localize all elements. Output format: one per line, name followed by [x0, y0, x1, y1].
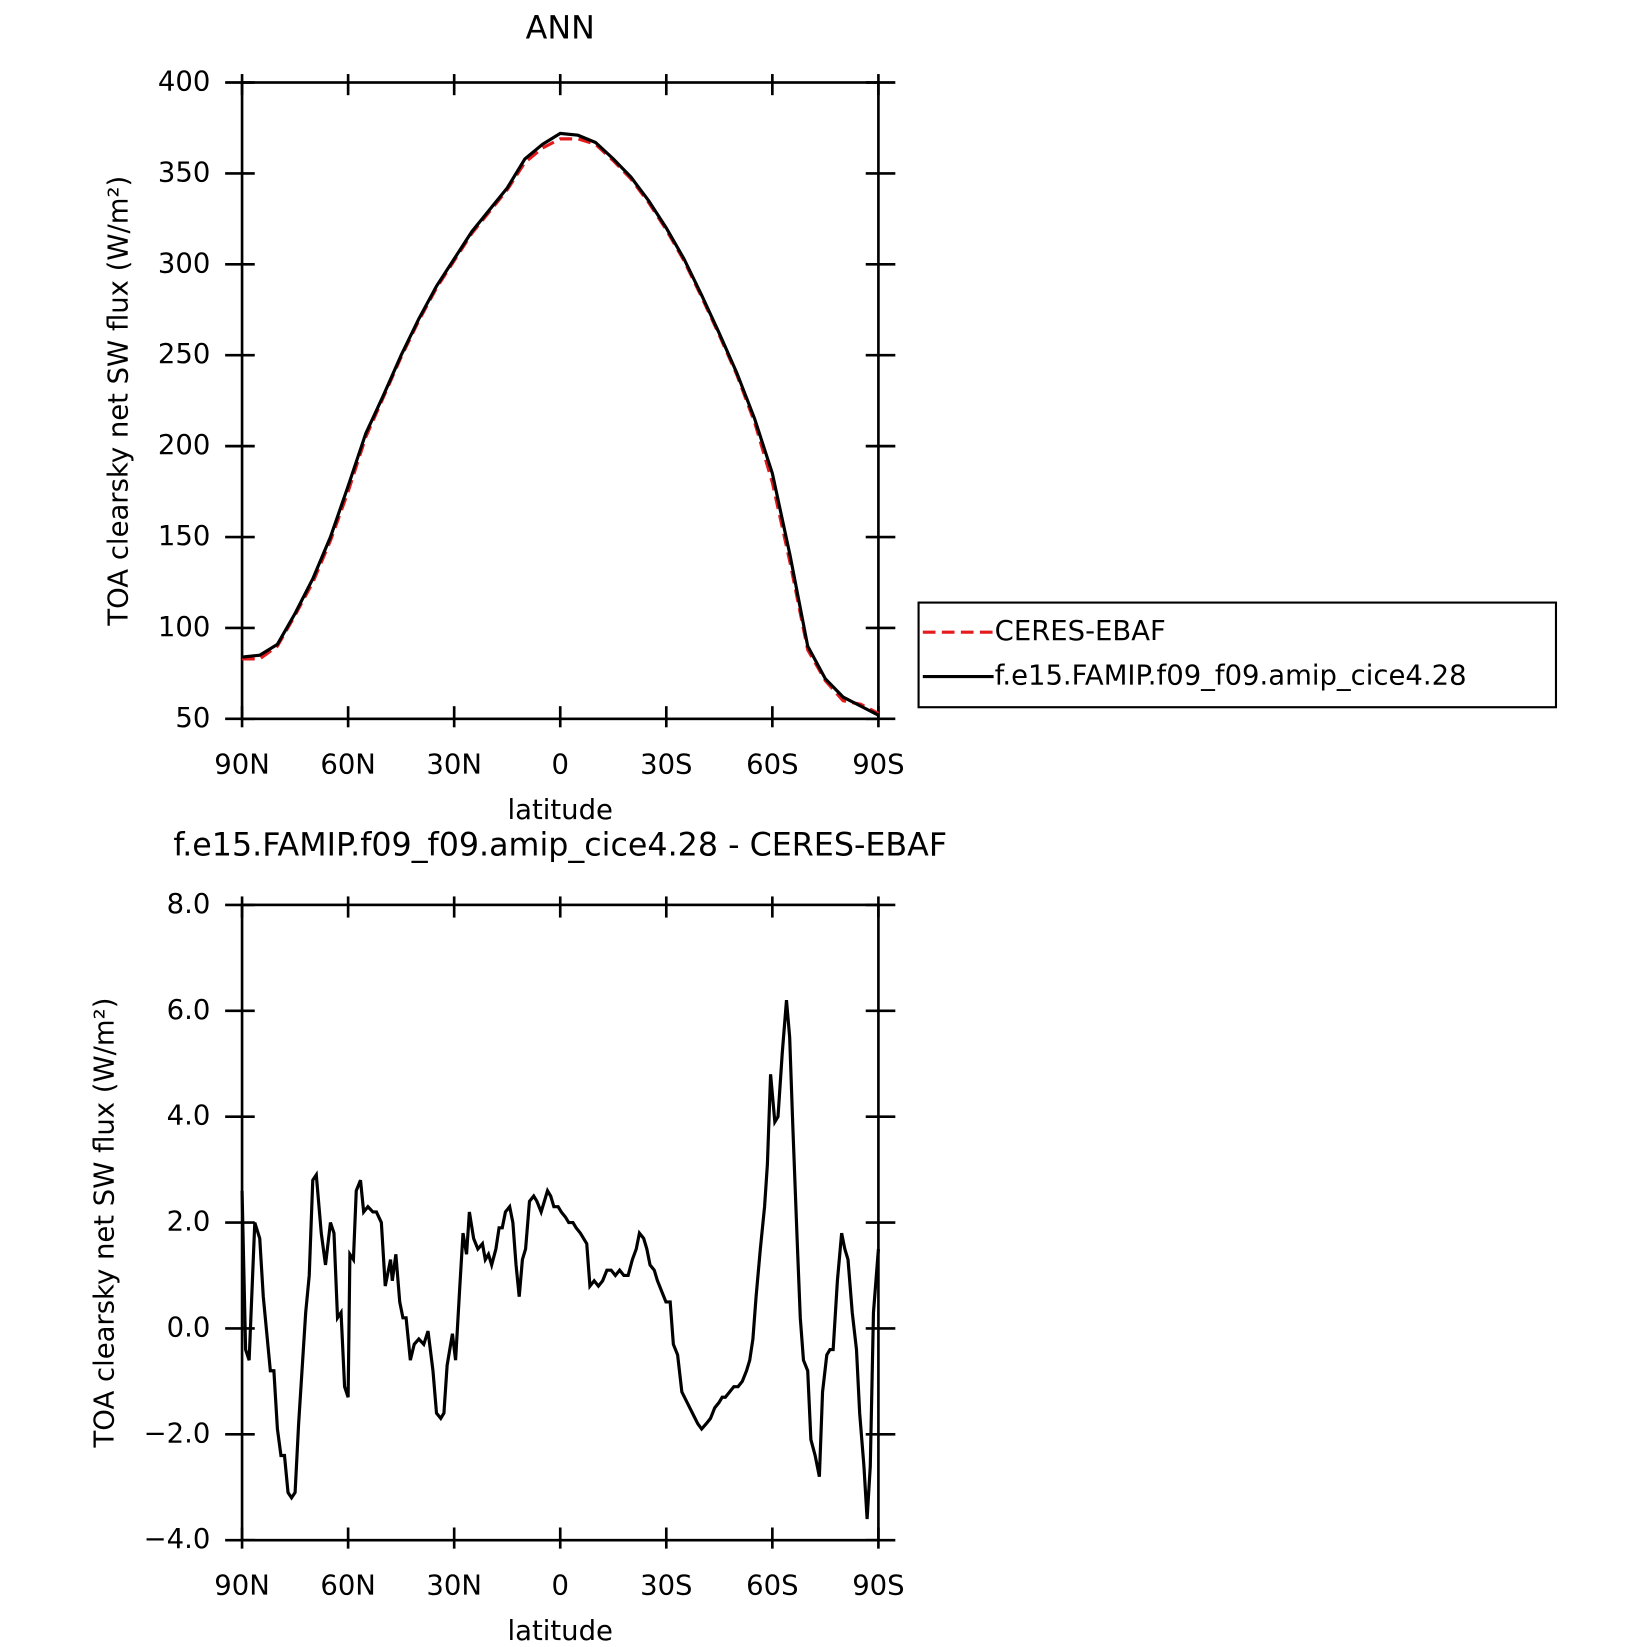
y-tick-label: 50: [175, 702, 210, 734]
x-tick-label: 90S: [852, 748, 904, 780]
y-tick-label: 400: [158, 66, 210, 98]
x-tick-label: 90N: [214, 748, 270, 780]
x-tick-label: 30S: [640, 1570, 692, 1602]
x-tick-label: 0: [551, 748, 568, 780]
x-tick-label: 90S: [852, 1570, 904, 1602]
x-tick-label: 60N: [320, 1570, 376, 1602]
y-axis-label: TOA clearsky net SW flux (W/m²): [102, 176, 134, 627]
plot-frame: [240, 81, 880, 721]
y-tick-label: 200: [158, 429, 210, 461]
x-tick-label: 60S: [746, 748, 798, 780]
x-tick-label: 90N: [214, 1570, 270, 1602]
y-tick-label: 4.0: [167, 1100, 211, 1132]
x-tick-label: 30N: [426, 1570, 482, 1602]
y-tick-label: −2.0: [144, 1417, 211, 1449]
x-tick-label: 0: [551, 1570, 568, 1602]
y-tick-label: 2.0: [167, 1206, 211, 1238]
y-tick-label: 350: [158, 156, 210, 188]
x-tick-label: 60N: [320, 748, 376, 780]
x-tick-label: 30S: [640, 748, 692, 780]
data-line: [241, 131, 880, 717]
y-tick-label: 6.0: [167, 994, 211, 1026]
y-tick-label: 100: [158, 611, 210, 643]
chart-title: f.e15.FAMIP.f09_f09.amip_cice4.28 - CERE…: [173, 828, 947, 864]
x-axis-label: latitude: [508, 794, 613, 826]
x-tick-label: 30N: [426, 748, 482, 780]
x-tick-label: 60S: [746, 1570, 798, 1602]
x-axis-label: latitude: [508, 1615, 613, 1647]
data-line: [242, 137, 880, 715]
legend-label: f.e15.FAMIP.f09_f09.amip_cice4.28: [995, 660, 1467, 692]
legend-box: [917, 601, 1558, 709]
plot-frame: [240, 903, 880, 1542]
y-tick-label: −4.0: [144, 1523, 211, 1555]
chart-title: ANN: [526, 11, 595, 47]
y-tick-label: 0.0: [167, 1311, 211, 1343]
y-tick-label: 8.0: [167, 888, 211, 920]
y-tick-label: 300: [158, 247, 210, 279]
data-line: [240, 1000, 880, 1520]
y-tick-label: 250: [158, 338, 210, 370]
y-tick-label: 150: [158, 520, 210, 552]
y-axis-label: TOA clearsky net SW flux (W/m²): [89, 998, 121, 1449]
legend-label: CERES-EBAF: [995, 615, 1166, 647]
